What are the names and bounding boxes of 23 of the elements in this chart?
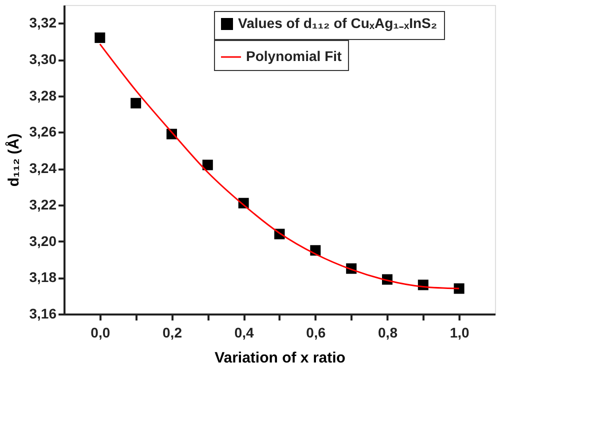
x-axis-title: Variation of x ratio xyxy=(214,350,346,366)
x-tick-label: 1,0 xyxy=(450,324,470,340)
x-tick-label: 0,8 xyxy=(378,324,398,340)
x-tick-label: 0,0 xyxy=(90,324,110,340)
x-tick-label: 0,2 xyxy=(162,324,182,340)
x-tick-label: 0,6 xyxy=(306,324,326,340)
y-tick-label: 3,16 xyxy=(29,306,57,322)
y-tick-label: 3,26 xyxy=(29,124,57,140)
y-tick-label: 3,32 xyxy=(29,14,57,31)
y-tick-label: 3,30 xyxy=(29,51,57,68)
legend-label: Polynomial Fit xyxy=(246,48,342,64)
legend-label: Values of d₁₁₂ of CuₓAg₁₋ₓInS₂ xyxy=(238,15,438,31)
point xyxy=(454,283,464,294)
x-tick-label: 0,4 xyxy=(234,324,254,340)
y-tick-label: 3,22 xyxy=(29,196,57,212)
y-tick-label: 3,24 xyxy=(29,160,57,176)
point xyxy=(130,98,142,108)
point xyxy=(94,32,106,43)
y-axis-title: d₁₁₂ (Å) xyxy=(4,133,22,187)
point xyxy=(202,160,213,170)
y-tick-label: 3,20 xyxy=(29,232,57,249)
y-tick-label: 3,18 xyxy=(29,269,57,286)
y-tick-label: 3,28 xyxy=(29,87,57,104)
